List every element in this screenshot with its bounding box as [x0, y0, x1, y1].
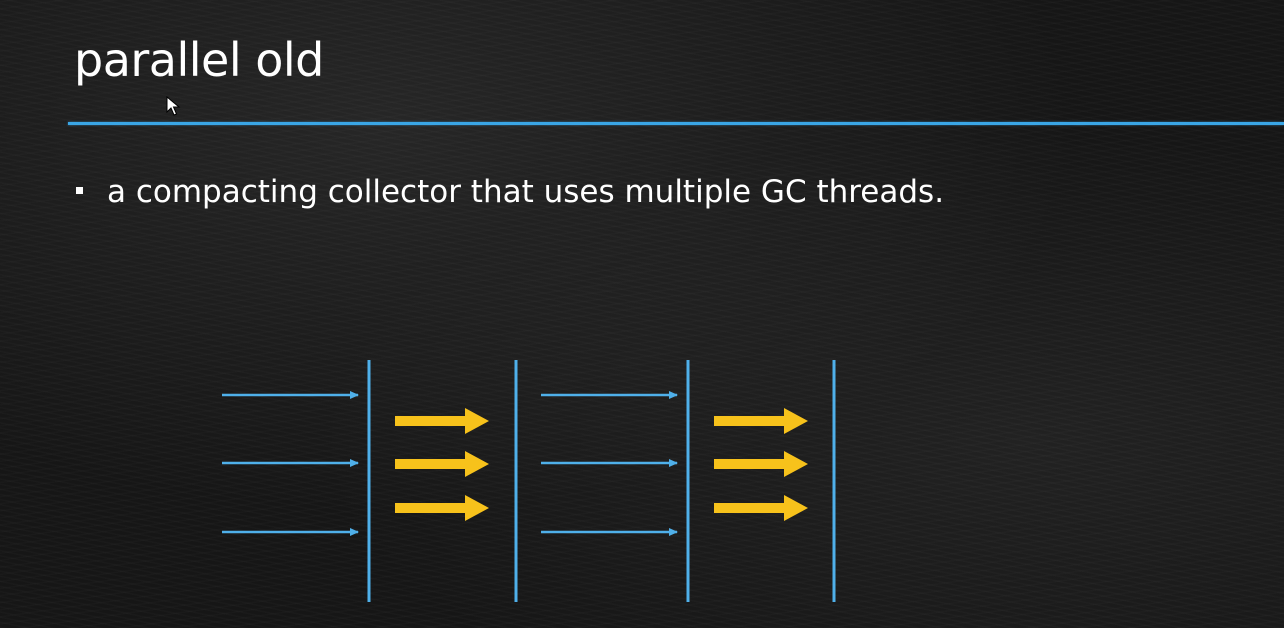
bullet-item: a compacting collector that uses multipl… [76, 168, 944, 216]
title-divider [68, 122, 1284, 125]
mouse-cursor-icon [166, 96, 181, 116]
gc-thread-arrow [395, 495, 489, 521]
gc-thread-arrow [395, 408, 489, 434]
gc-thread-arrow [714, 495, 808, 521]
bullet-text: a compacting collector that uses multipl… [107, 174, 945, 210]
gc-thread-arrow [714, 408, 808, 434]
gc-thread-arrow [395, 451, 489, 477]
slide-title: parallel old [74, 33, 324, 87]
bullet-marker-icon [76, 187, 83, 194]
gc-thread-arrow [714, 451, 808, 477]
